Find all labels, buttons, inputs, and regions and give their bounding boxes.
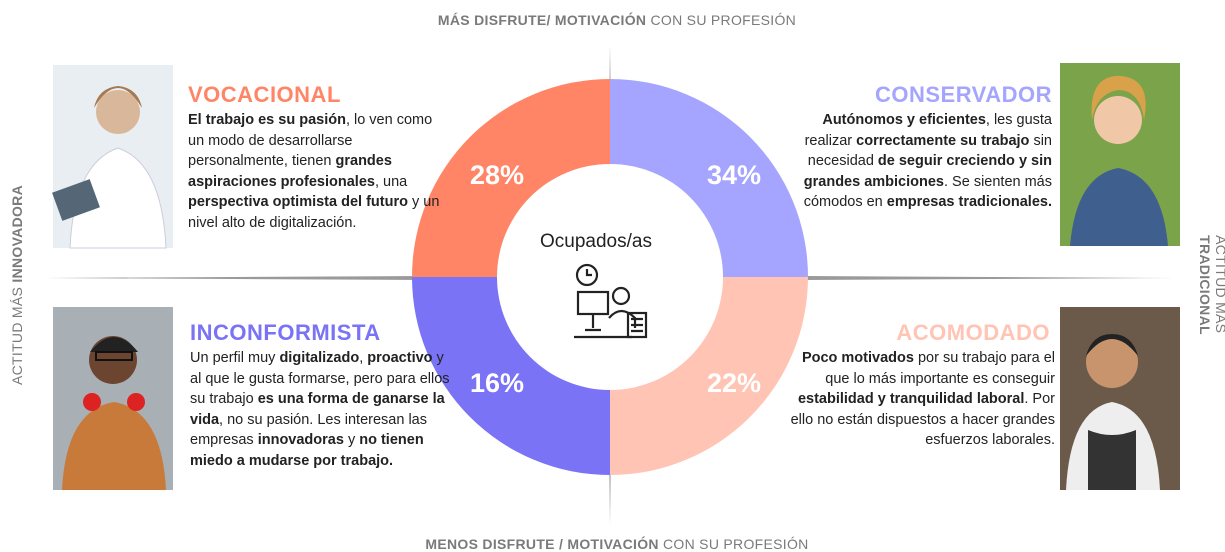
quadrant-title: VOCACIONAL (188, 82, 341, 107)
text-run: , una (374, 173, 412, 190)
text-run: ACTITUD MÁS (1213, 235, 1225, 334)
text-run: , lo ven como un modo de desarrollarse p… (188, 112, 437, 169)
text-run: INNOVADORA (9, 184, 25, 283)
quadrant-title: INCONFORMISTA (190, 320, 381, 345)
photo-acomodado (1060, 307, 1180, 490)
text-run: Poco motivados (801, 350, 914, 366)
text-run: proactivo (367, 350, 433, 366)
center-label: Ocupados/as (540, 231, 652, 252)
text-run: por su trabajo para el que lo más import… (825, 350, 1060, 387)
text-run: estabilidad y tranquilidad laboral (797, 391, 1025, 407)
photo-inconformista (53, 307, 173, 490)
percent-label: 28% (470, 160, 524, 190)
worker-icon (574, 263, 648, 339)
text-run: . Se sienten más cómodos en (803, 173, 1057, 211)
text-run: El trabajo es su pasión (188, 112, 346, 128)
text-run: perspectiva optimista del futuro (188, 194, 408, 210)
percent-label: 34% (707, 160, 761, 190)
text-run: grandes aspiraciones profesionales (188, 153, 396, 190)
text-run: y al que le gusta formarse, pero para el… (190, 350, 454, 407)
text-run: Autónomos y eficientes (822, 112, 986, 128)
photo-vocacional (52, 65, 173, 249)
text-run: empresas tradicionales. (886, 194, 1052, 210)
text-run: y un nivel alto de digitalización. (188, 194, 444, 231)
quadrant-title: ACOMODADO (896, 320, 1050, 345)
quadrant-text: Un perfil muy digitalizado, proactivo y … (190, 348, 452, 471)
text-run: TRADICIONAL (1197, 235, 1213, 335)
text-run: de seguir creciendo y sin grandes ambici… (803, 153, 1057, 190)
quadrant-text: Autónomos y eficientes, les gusta realiz… (780, 110, 1052, 213)
quadrant-text: El trabajo es su pasión, lo ven como un … (188, 110, 450, 233)
axis-label-top: MÁS DISFRUTE/ MOTIVACIÓN CON SU PROFESIÓ… (0, 12, 1225, 28)
photo-conservador (1060, 63, 1180, 246)
percent-label: 22% (707, 368, 761, 398)
text-run: ACTITUD MÁS (9, 282, 25, 386)
quadrant-text: Poco motivados por su trabajo para el qu… (785, 348, 1055, 451)
text-run: CON SU PROFESIÓN (658, 536, 809, 552)
axis-label-right: ACTITUD MÁS TRADICIONAL (1197, 235, 1225, 335)
text-run: sin necesidad (807, 132, 1057, 170)
text-run: . Por ello no están dispuestos a hacer g… (790, 391, 1060, 448)
text-run: correctamente su trabajo (856, 132, 1030, 149)
axis-label-left: ACTITUD MÁS INNOVADORA (9, 185, 25, 385)
text-run: Un perfil muy (190, 350, 280, 366)
text-run: innovadoras (257, 432, 344, 448)
text-run: , no su pasión. Les interesan las empres… (190, 411, 432, 449)
axis-label-bottom: MENOS DISFRUTE / MOTIVACIÓN CON SU PROFE… (0, 536, 1225, 552)
text-run: digitalizado (279, 350, 360, 366)
quadrant-title: CONSERVADOR (874, 82, 1052, 107)
text-run: , (359, 350, 368, 366)
text-run: no tienen miedo a mudarse por trabajo. (190, 432, 428, 469)
text-run: CON SU PROFESIÓN (646, 12, 797, 28)
text-run: y (343, 432, 360, 448)
text-run: MÁS DISFRUTE/ MOTIVACIÓN (437, 12, 647, 28)
text-run: es una forma de ganarse la vida (190, 391, 449, 428)
center-circle (497, 164, 723, 390)
text-run: MENOS DISFRUTE / MOTIVACIÓN (425, 536, 659, 552)
percent-label: 16% (470, 368, 524, 398)
text-run: , les gusta realizar (804, 112, 1057, 149)
